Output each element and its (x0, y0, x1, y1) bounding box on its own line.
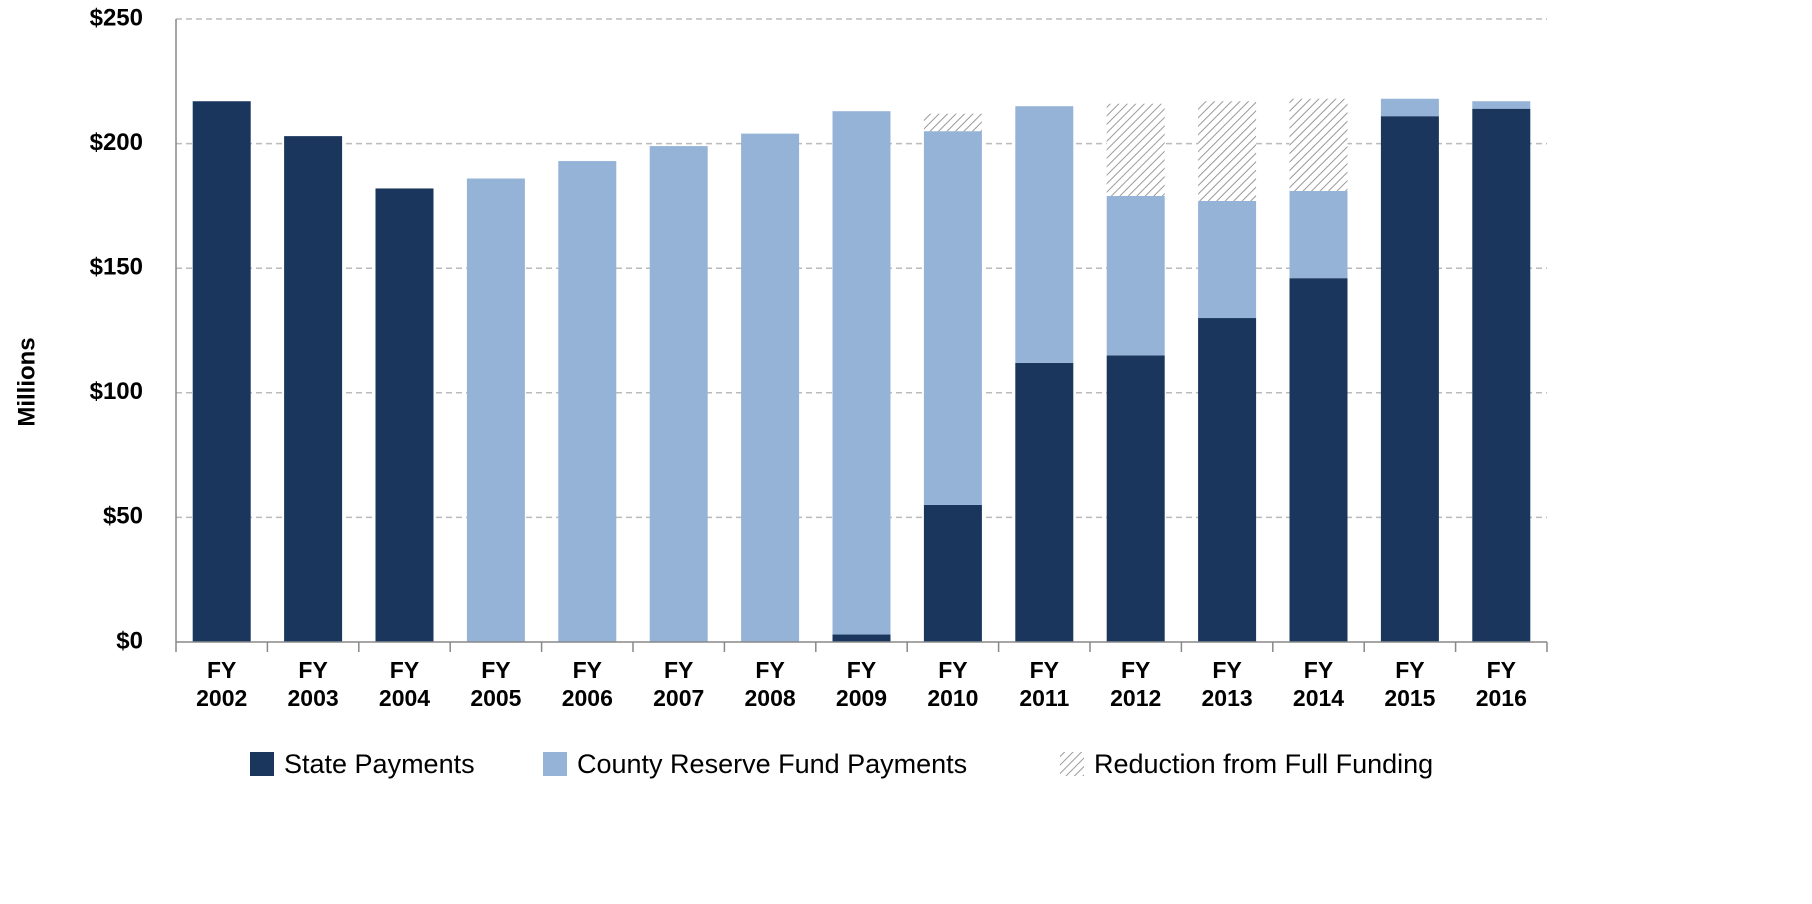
x-tick-label: FY 2004 (379, 657, 430, 711)
x-tick-label: FY 2015 (1384, 657, 1435, 711)
x-tick-label: FY 2005 (470, 657, 521, 711)
bar-segment (1198, 101, 1257, 201)
bar-segment (1472, 101, 1531, 109)
y-tick-label: $200 (90, 129, 143, 156)
bar-segment (1289, 278, 1348, 642)
bar-segment (741, 133, 800, 642)
legend-label: Reduction from Full Funding (1094, 749, 1433, 779)
y-tick-label: $50 (103, 503, 143, 530)
y-tick-label: $250 (90, 4, 143, 31)
bar-segment (284, 136, 343, 642)
bar-segment (466, 178, 525, 642)
bar-segment (923, 113, 982, 132)
bar-segment (1106, 195, 1165, 356)
bar-segment (1289, 190, 1348, 279)
bar-segment (558, 161, 617, 642)
legend-label: County Reserve Fund Payments (577, 749, 967, 779)
legend-swatch (543, 752, 567, 776)
bar-segment (1015, 362, 1074, 642)
legend-label: State Payments (284, 749, 475, 779)
bar-segment (1198, 318, 1257, 642)
y-axis-label: Millions (13, 337, 40, 426)
bar-segment (649, 146, 708, 643)
bar-segment (1198, 200, 1257, 319)
x-tick-label: FY 2006 (562, 657, 613, 711)
bar-segment (375, 188, 434, 642)
x-tick-label: FY 2012 (1110, 657, 1161, 711)
x-tick-label: FY 2011 (1019, 657, 1069, 711)
x-tick-label: FY 2002 (196, 657, 247, 711)
x-tick-label: FY 2014 (1293, 657, 1344, 711)
legend-swatch (250, 752, 274, 776)
bar-segment (1380, 98, 1439, 117)
bar-segment (832, 111, 891, 635)
bar-segment (923, 504, 982, 642)
x-tick-label: FY 2007 (653, 657, 704, 711)
bar-segment (192, 101, 251, 642)
x-tick-label: FY 2008 (745, 657, 796, 711)
bar-segment (923, 131, 982, 505)
bar-segment (1472, 108, 1531, 643)
x-tick-label: FY 2016 (1476, 657, 1527, 711)
x-tick-label: FY 2003 (288, 657, 339, 711)
x-tick-label: FY 2009 (836, 657, 887, 711)
y-tick-label: $0 (116, 627, 143, 654)
x-tick-label: FY 2010 (927, 657, 978, 711)
bar-segment (1015, 106, 1074, 363)
y-tick-label: $100 (90, 378, 143, 405)
bar-segment (1380, 116, 1439, 643)
bar-segment (832, 634, 891, 642)
x-tick-label: FY 2013 (1202, 657, 1253, 711)
bar-segment (1106, 355, 1165, 642)
bar-segment (1106, 103, 1165, 196)
legend-swatch (1060, 752, 1084, 776)
y-tick-label: $150 (90, 254, 143, 281)
bar-segment (1289, 98, 1348, 191)
